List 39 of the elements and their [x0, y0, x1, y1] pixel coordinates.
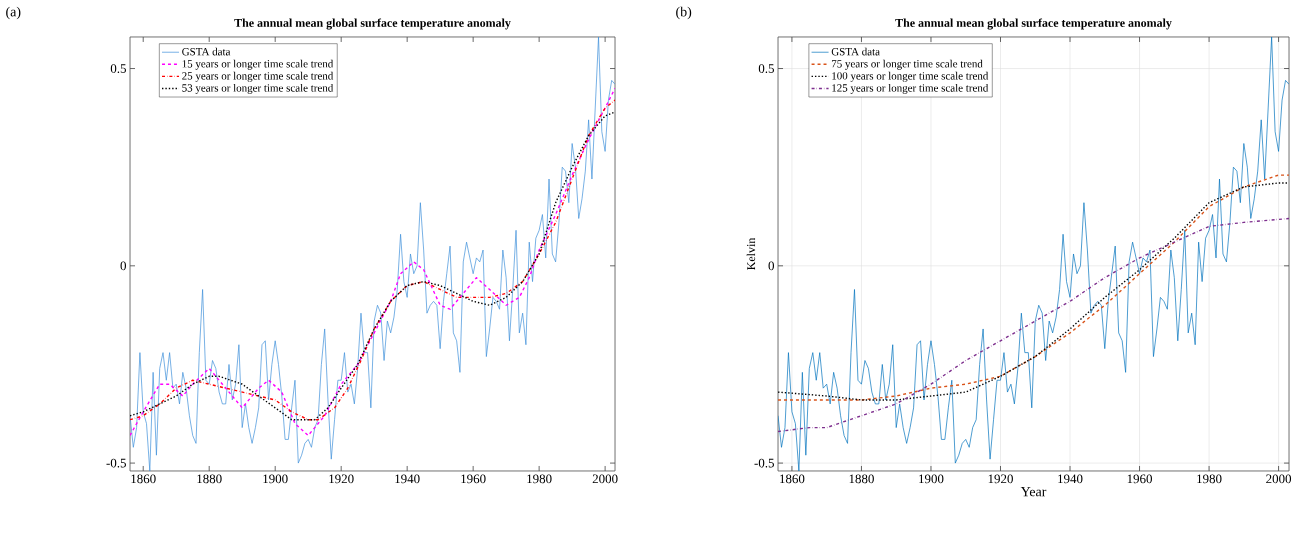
x-tick-label: 1860: [780, 474, 805, 484]
x-tick-label: 2000: [592, 474, 618, 484]
line-series: [778, 217, 1290, 433]
x-tick-label: 1940: [395, 474, 420, 484]
legend-label: GSTA data: [831, 47, 880, 56]
x-axis-title: Year: [1020, 487, 1047, 497]
line-series: [130, 36, 616, 471]
line-series: [778, 36, 1290, 471]
x-tick-label: 1880: [197, 474, 222, 484]
y-tick-label: 0: [768, 261, 775, 271]
y-tick-label: -0.5: [106, 458, 126, 468]
x-tick-label: 1880: [849, 474, 874, 484]
x-tick-label: 1900: [919, 474, 944, 484]
legend-label: 100 years or longer time scale trend: [832, 71, 989, 82]
legend-label: 125 years or longer time scale trend: [832, 83, 989, 94]
y-tick-label: -0.5: [754, 458, 774, 468]
x-tick-label: 1860: [131, 474, 156, 484]
x-tick-label: 1960: [1127, 474, 1152, 484]
chart-title: The annual mean global surface temperature anomaly: [895, 18, 1172, 30]
x-tick-label: 1960: [461, 474, 486, 484]
legend-label: 15 years or longer time scale trend: [182, 59, 334, 70]
y-tick-label: 0.5: [110, 64, 126, 73]
legend-label: GSTA data: [182, 47, 231, 56]
y-tick-label: 0: [120, 261, 127, 271]
text: (b): [676, 6, 692, 20]
x-tick-label: 2000: [1266, 474, 1292, 484]
x-tick-label: 1900: [263, 474, 288, 484]
text: (a): [6, 6, 21, 20]
y-tick-label: 0.5: [758, 64, 774, 73]
legend-label: 53 years or longer time scale trend: [182, 83, 334, 94]
x-tick-label: 1980: [1197, 474, 1222, 484]
chart-title: The annual mean global surface temperature anomaly: [234, 18, 511, 30]
x-tick-label: 1940: [1058, 474, 1083, 484]
x-tick-label: 1920: [329, 474, 354, 484]
legend-label: 75 years or longer time scale trend: [831, 59, 983, 70]
legend-label: 25 years or longer time scale trend: [182, 71, 334, 82]
x-tick-label: 1980: [527, 474, 552, 484]
y-axis-title: Kelvin: [746, 237, 756, 270]
x-tick-label: 1920: [988, 474, 1013, 484]
